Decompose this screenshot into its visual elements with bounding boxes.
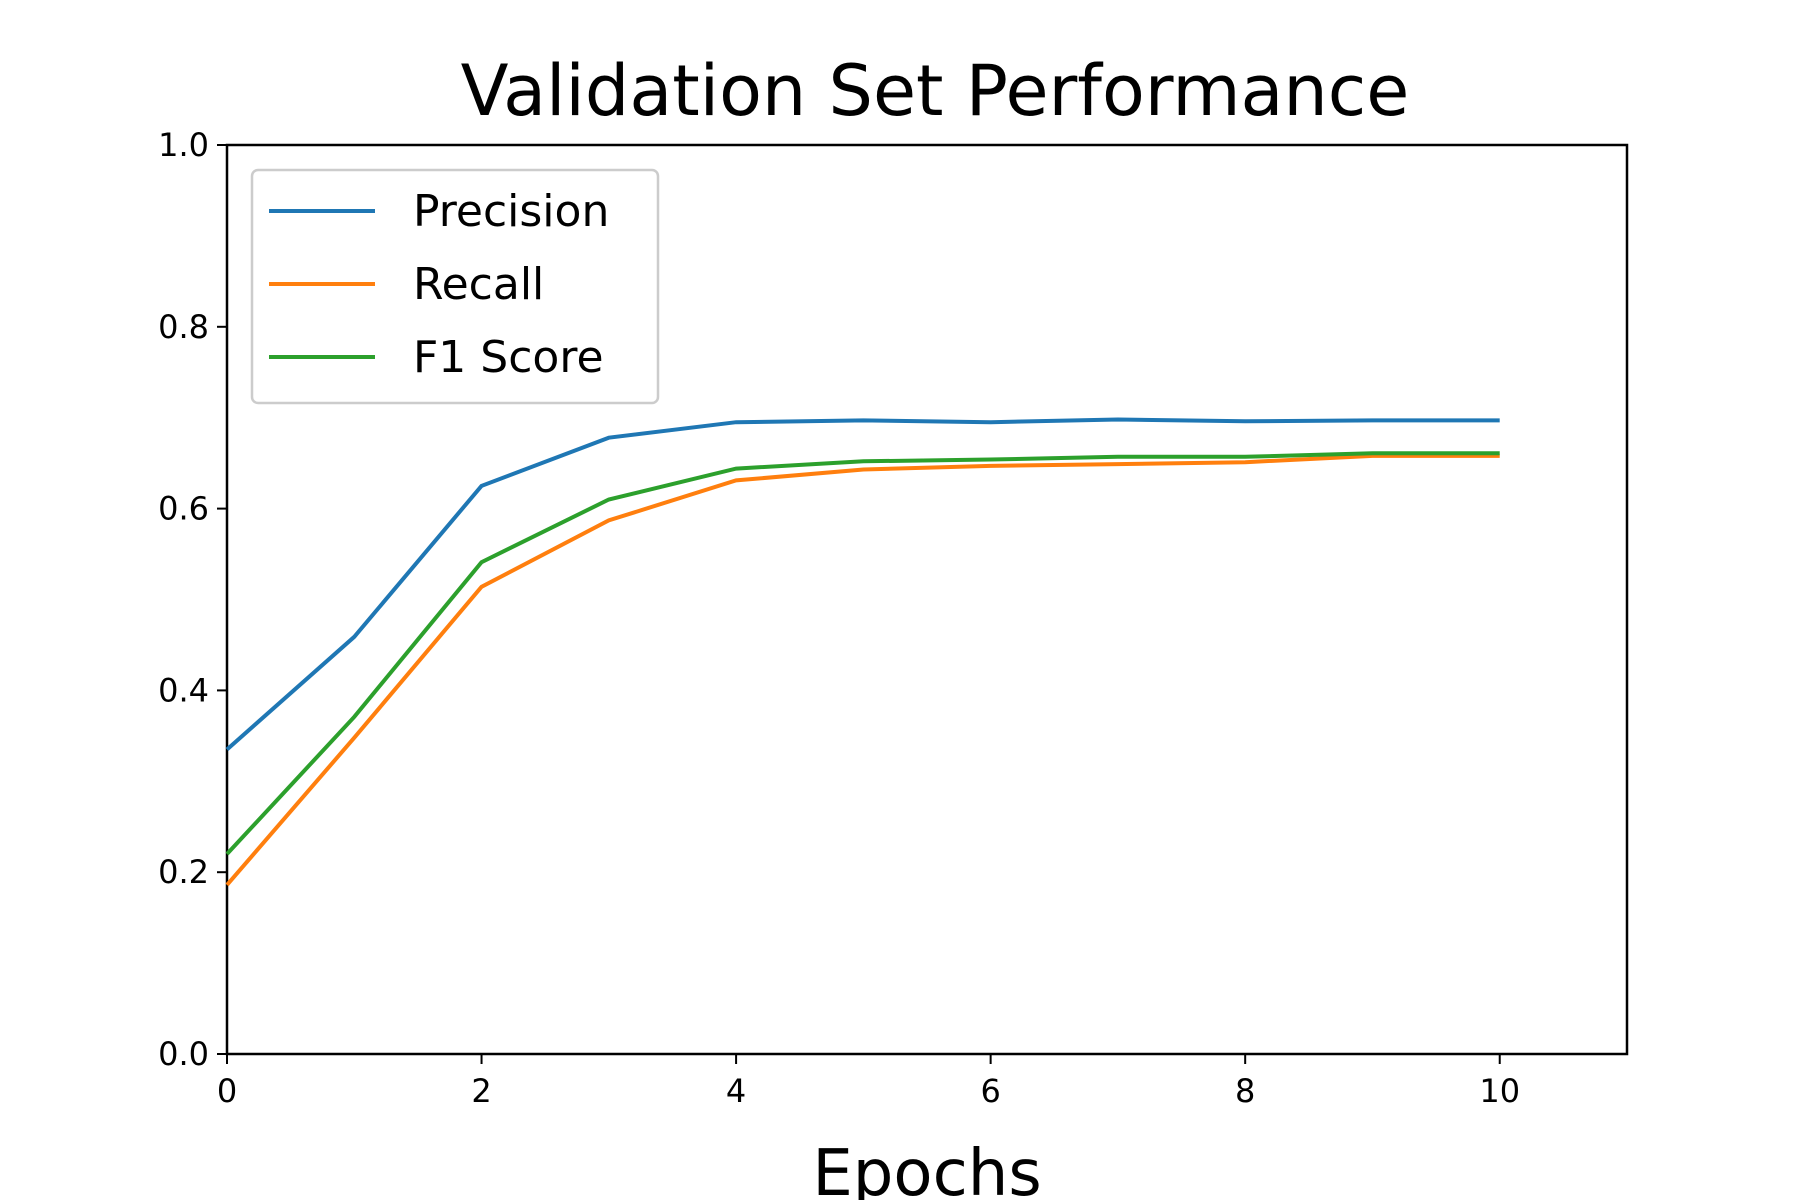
series-lines bbox=[225, 417, 1500, 887]
series-line-precision bbox=[225, 417, 1500, 751]
x-tick-label: 2 bbox=[471, 1072, 491, 1110]
legend-label-f1-score: F1 Score bbox=[413, 332, 604, 383]
x-tick-label: 8 bbox=[1235, 1072, 1255, 1110]
y-tick-label: 0.8 bbox=[158, 308, 209, 346]
legend: Precision Recall F1 Score bbox=[250, 168, 660, 405]
x-tick-label: 6 bbox=[980, 1072, 1000, 1110]
chart-title: Validation Set Performance bbox=[461, 50, 1410, 132]
legend-box bbox=[250, 168, 660, 405]
y-tick-label: 0.2 bbox=[158, 853, 209, 891]
x-tick-label: 0 bbox=[217, 1072, 237, 1110]
series-line-f1-score bbox=[225, 451, 1500, 856]
y-axis-ticks: 0.0 0.2 0.4 0.6 0.8 1.0 bbox=[158, 126, 227, 1073]
x-tick-label: 4 bbox=[726, 1072, 746, 1110]
y-tick-label: 0.6 bbox=[158, 490, 209, 528]
y-tick-label: 0.0 bbox=[158, 1035, 209, 1073]
series-line-recall bbox=[225, 453, 1500, 887]
x-axis-label: Epochs bbox=[812, 1137, 1041, 1200]
plot-area-frame bbox=[225, 143, 1629, 1056]
x-axis-ticks: 0 2 4 6 8 10 bbox=[217, 1054, 1520, 1110]
legend-label-precision: Precision bbox=[413, 186, 609, 237]
legend-label-recall: Recall bbox=[413, 259, 544, 310]
x-tick-label: 10 bbox=[1479, 1072, 1520, 1110]
y-tick-label: 1.0 bbox=[158, 126, 209, 164]
y-tick-label: 0.4 bbox=[158, 671, 209, 709]
